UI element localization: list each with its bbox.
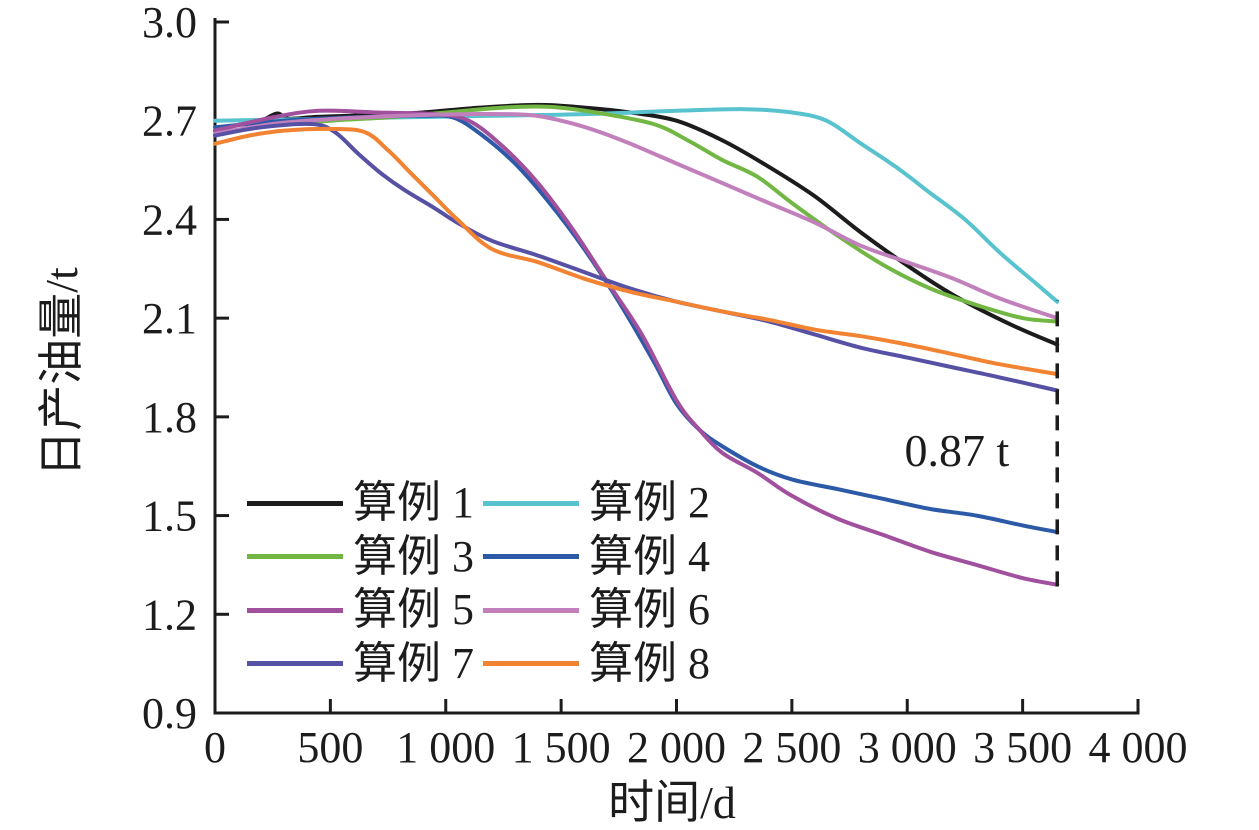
series-line-算例 5 [213, 108, 1060, 587]
series-line-算例 6 [213, 111, 1060, 321]
y-tick-label: 3.0 [142, 0, 197, 47]
tick-labels: 0 500 1 000 1 500 2 000 2 500 3 000 3 500 4 000 0… [142, 0, 1188, 772]
y-tick-label: 1.5 [142, 492, 197, 541]
x-tick-label: 2 500 [742, 723, 841, 772]
x-tick-label: 1 500 [512, 723, 611, 772]
y-tick-label: 2.4 [142, 195, 197, 244]
x-tick-label: 3 000 [858, 723, 957, 772]
x-tick-label: 500 [297, 723, 363, 772]
annotation-0.87t: 0.87 t [904, 425, 1009, 476]
x-tick-label: 0 [204, 723, 226, 772]
series-line-算例 1 [213, 102, 1060, 347]
y-tick-label: 1.8 [142, 393, 197, 442]
x-tick-label: 1 000 [396, 723, 495, 772]
y-tick-label: 2.7 [142, 97, 197, 146]
y-tick-label: 2.1 [142, 294, 197, 343]
data-series-lines [213, 102, 1060, 587]
x-tick-label: 2 000 [627, 723, 726, 772]
x-tick-label: 4 000 [1089, 723, 1188, 772]
x-tick-label: 3 500 [973, 723, 1072, 772]
series-line-算例 8 [213, 126, 1060, 377]
y-axis-title: 日产油量/t [36, 267, 87, 477]
x-axis-title: 时间/d [608, 777, 736, 828]
y-tick-label: 1.2 [142, 590, 197, 639]
series-line-算例 7 [213, 121, 1060, 393]
y-tick-label: 0.9 [142, 689, 197, 738]
